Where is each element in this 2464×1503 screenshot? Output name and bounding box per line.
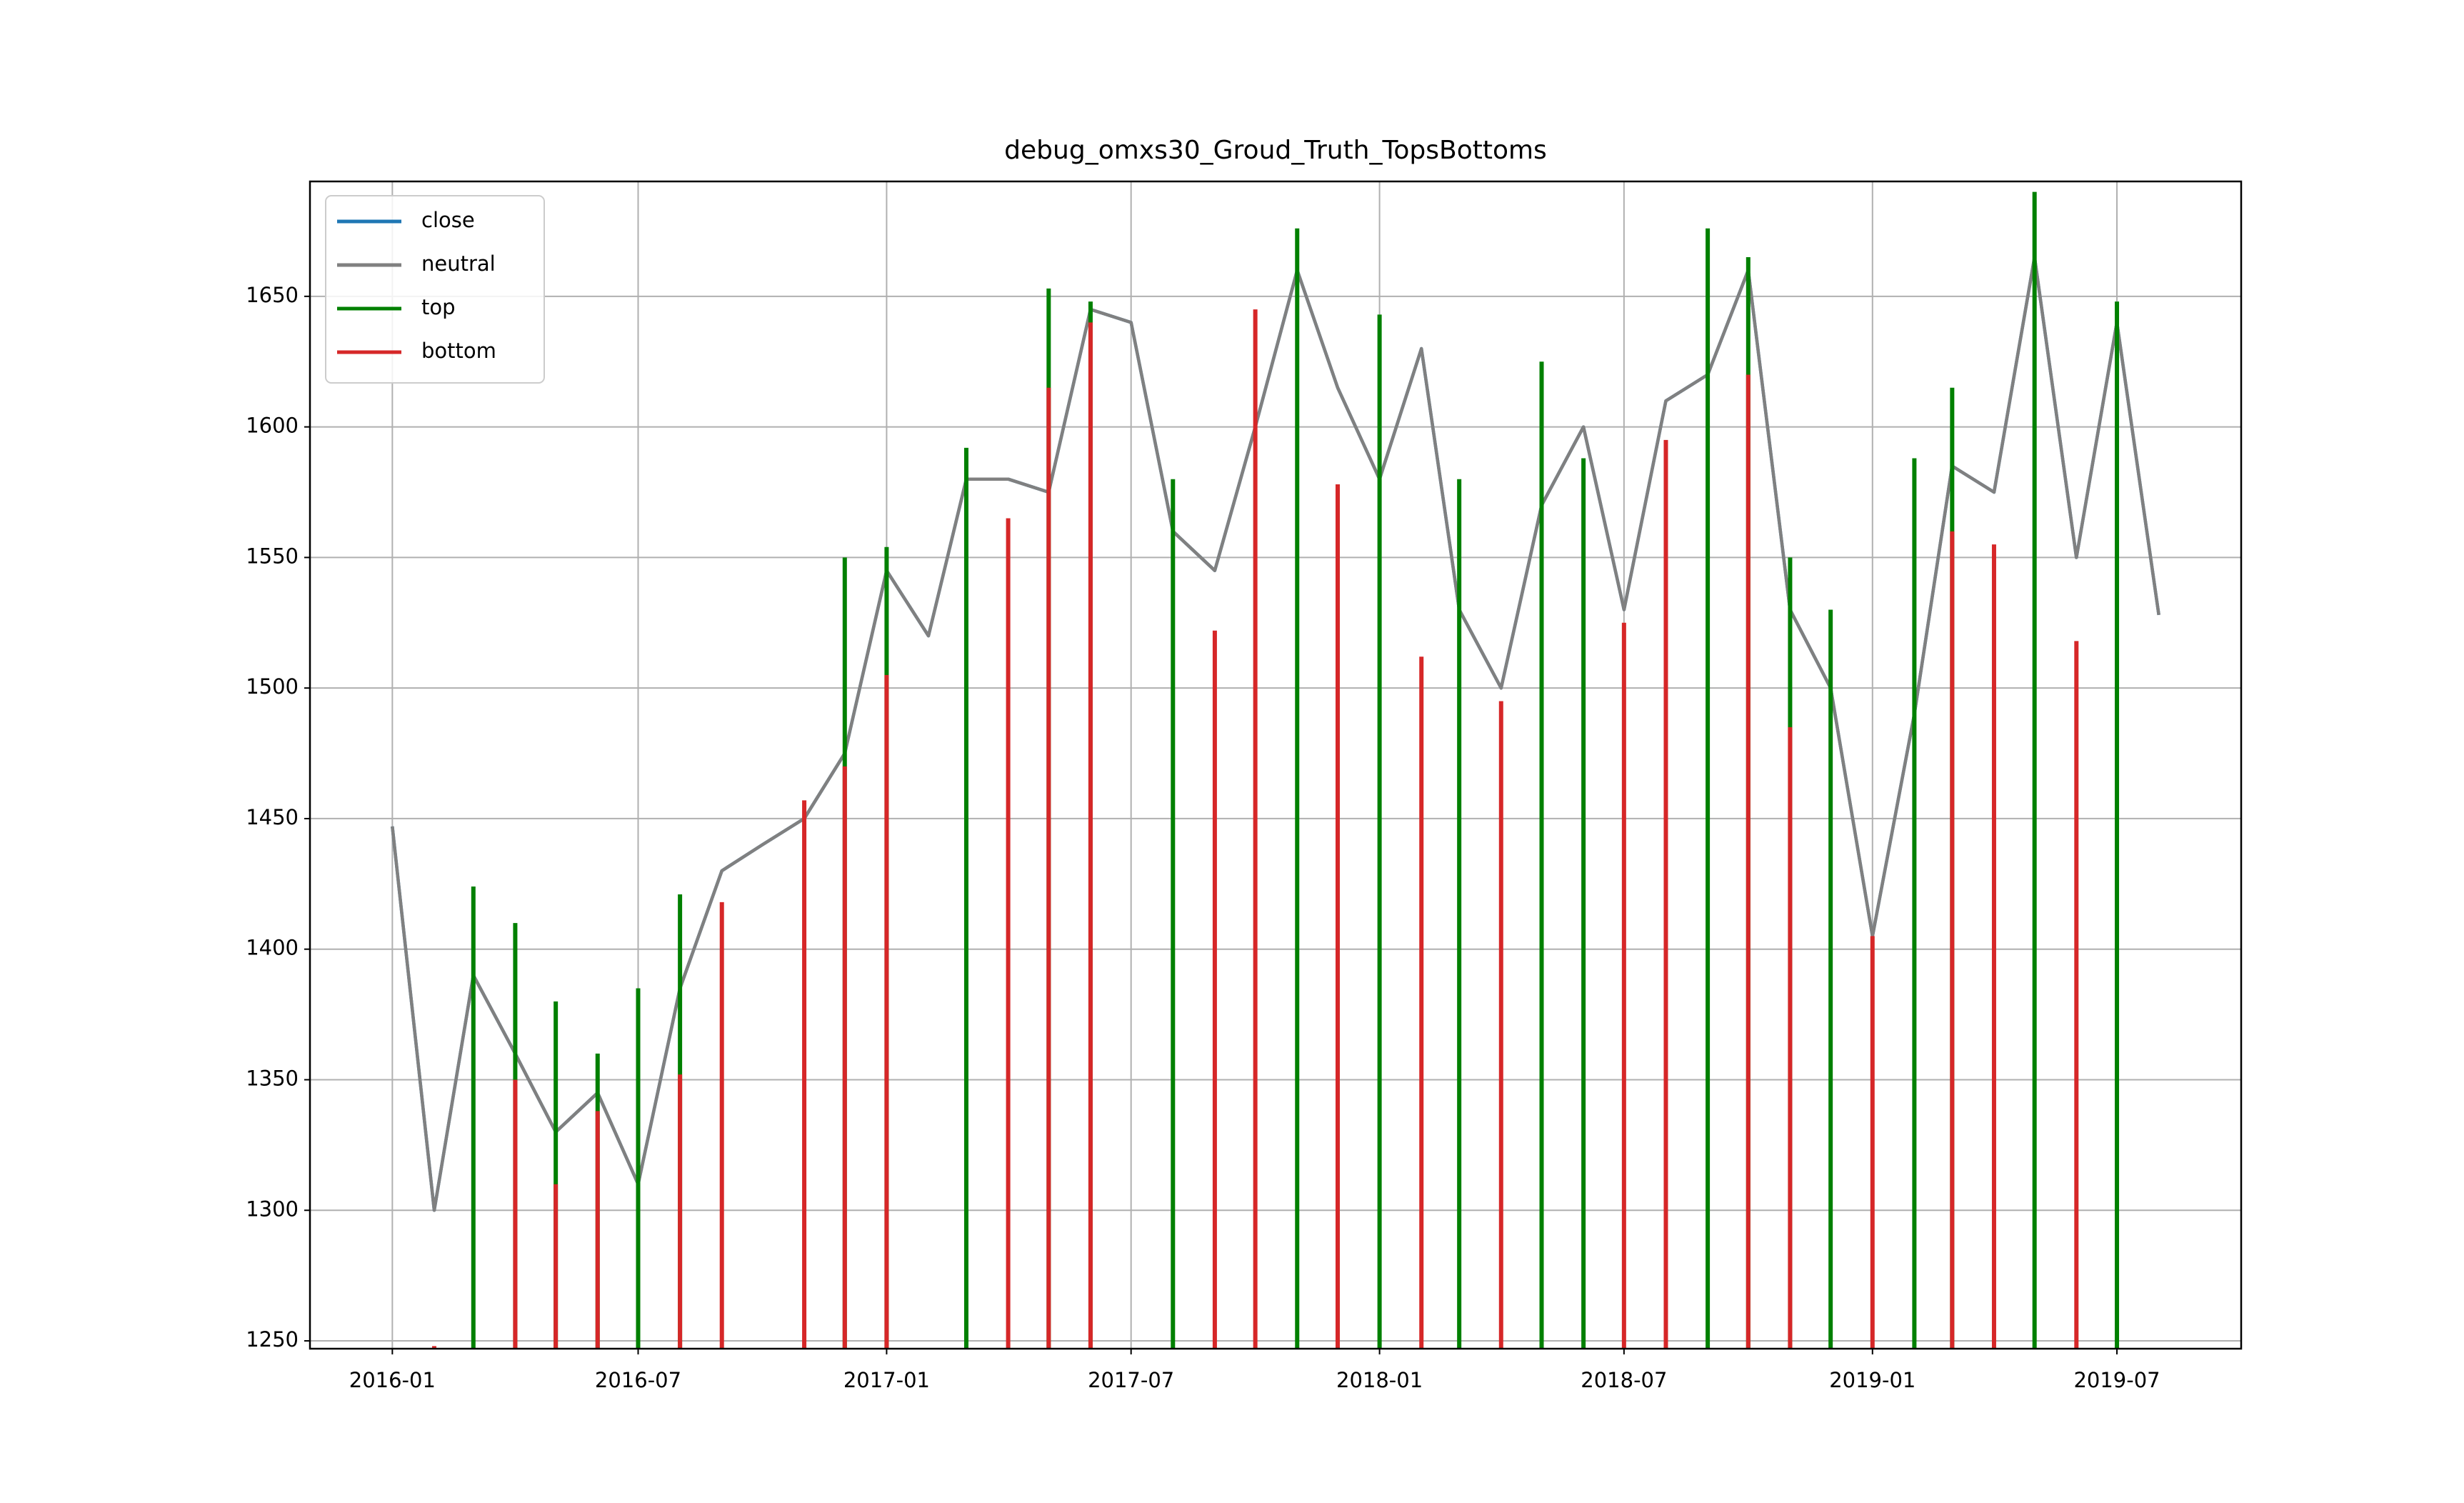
legend-label: neutral [421,251,496,276]
chart-title: debug_omxs30_Groud_Truth_TopsBottoms [1004,136,1547,165]
y-tick-label: 1400 [246,936,299,960]
y-tick-label: 1450 [246,805,299,829]
x-tick-label: 2017-07 [1088,1368,1174,1392]
x-tick-label: 2019-01 [1829,1368,1915,1392]
plot-frame [309,180,2243,1350]
y-tick-label: 1250 [246,1327,299,1352]
neutral-line [391,255,2160,1212]
legend-label: close [421,208,475,232]
y-tick-label: 1500 [246,674,299,699]
x-tick-label: 2019-07 [2073,1368,2160,1392]
y-tick-label: 1550 [246,544,299,568]
legend-box [325,195,545,384]
x-tick-label: 2016-01 [349,1368,436,1392]
y-tick-label: 1600 [246,414,299,438]
legend-label: bottom [421,339,496,363]
x-tick-label: 2016-07 [595,1368,681,1392]
x-tick-label: 2018-07 [1581,1368,1667,1392]
legend-label: top [421,295,456,319]
x-tick-label: 2017-01 [843,1368,930,1392]
y-tick-label: 1300 [246,1197,299,1221]
y-tick-label: 1350 [246,1066,299,1090]
x-tick-label: 2018-01 [1336,1368,1423,1392]
y-tick-label: 1650 [246,283,299,307]
plot-area [391,191,2160,1349]
